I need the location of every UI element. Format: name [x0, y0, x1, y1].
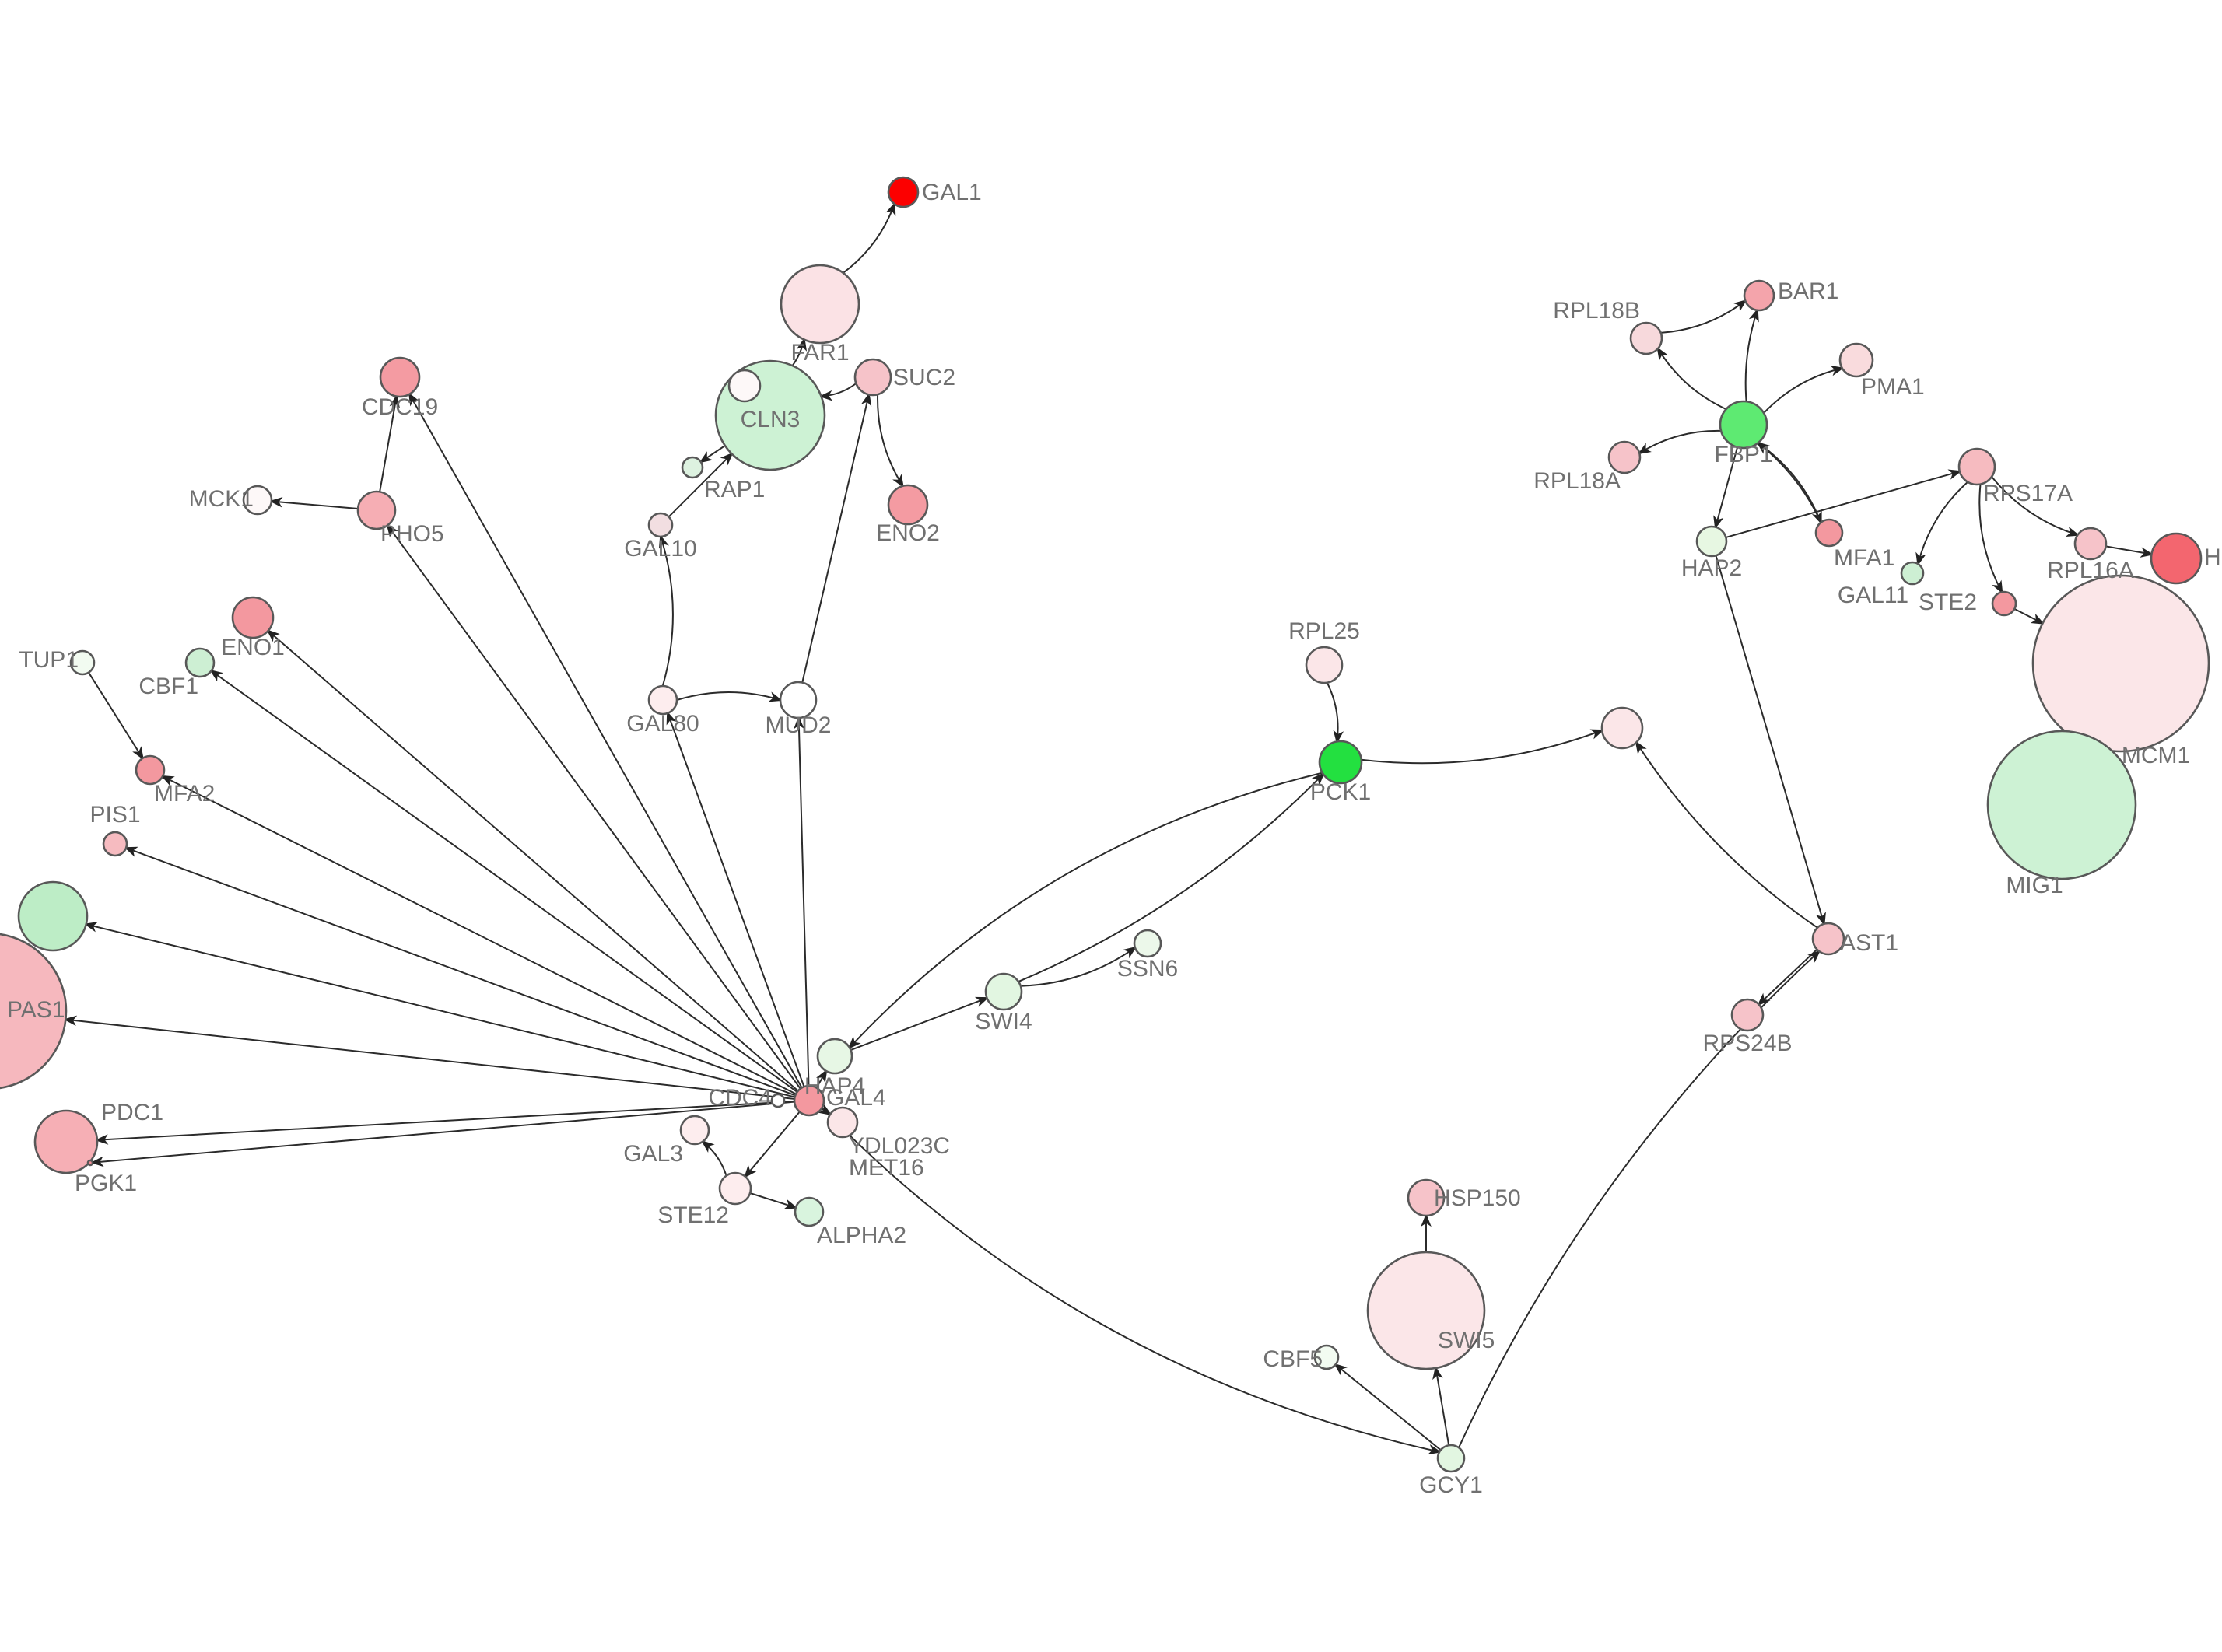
svg-text:MFA1: MFA1 — [1834, 545, 1894, 571]
svg-text:RPL25: RPL25 — [1288, 618, 1360, 644]
svg-text:FBP1: FBP1 — [1714, 442, 1772, 467]
svg-text:CLN3: CLN3 — [741, 407, 801, 432]
svg-text:MCK1: MCK1 — [189, 486, 254, 512]
svg-text:MIG1: MIG1 — [2006, 873, 2063, 898]
svg-text:MUD2: MUD2 — [765, 712, 831, 738]
svg-text:PGK1: PGK1 — [75, 1171, 137, 1196]
svg-text:STE2: STE2 — [1919, 590, 1977, 615]
svg-text:GAL4: GAL4 — [826, 1085, 886, 1111]
svg-text:ALPHA2: ALPHA2 — [817, 1223, 906, 1248]
svg-text:PHO5: PHO5 — [380, 521, 444, 547]
svg-text:GAL1: GAL1 — [922, 180, 982, 205]
svg-text:RPS24B: RPS24B — [1702, 1031, 1792, 1056]
svg-text:HSP150: HSP150 — [1434, 1185, 1521, 1211]
svg-text:PMA1: PMA1 — [1861, 374, 1925, 400]
svg-text:GAL80: GAL80 — [626, 711, 699, 737]
svg-text:PAS1: PAS1 — [7, 997, 65, 1023]
svg-text:SSN6: SSN6 — [1117, 956, 1178, 982]
svg-text:HIS4: HIS4 — [2204, 544, 2222, 570]
svg-text:TUP1: TUP1 — [19, 647, 79, 673]
svg-text:CBF1: CBF1 — [138, 674, 198, 699]
svg-text:GAL10: GAL10 — [624, 536, 696, 562]
svg-text:FAR1: FAR1 — [790, 340, 849, 366]
svg-text:PIS1: PIS1 — [89, 802, 140, 828]
svg-text:GAL3: GAL3 — [623, 1141, 683, 1167]
svg-text:CDC4: CDC4 — [708, 1085, 772, 1111]
svg-text:BAR1: BAR1 — [1778, 278, 1838, 304]
svg-text:SWI4: SWI4 — [975, 1009, 1032, 1034]
svg-text:MCM1: MCM1 — [2122, 743, 2190, 768]
svg-text:CDC19: CDC19 — [362, 394, 438, 420]
svg-text:RAP1: RAP1 — [704, 477, 765, 502]
svg-text:STE12: STE12 — [657, 1202, 729, 1228]
svg-text:SUC2: SUC2 — [893, 365, 955, 390]
svg-text:CBF5: CBF5 — [1263, 1346, 1323, 1372]
svg-text:ENO1: ENO1 — [221, 635, 285, 660]
svg-text:ENO2: ENO2 — [876, 520, 940, 546]
svg-text:PCK1: PCK1 — [1310, 779, 1371, 805]
svg-text:MET16: MET16 — [849, 1155, 924, 1181]
svg-text:RPS17A: RPS17A — [1983, 481, 2073, 506]
svg-text:AST1: AST1 — [1840, 930, 1898, 956]
svg-text:GAL11: GAL11 — [1838, 583, 1908, 608]
svg-text:MFA2: MFA2 — [154, 781, 215, 807]
svg-text:SWI5: SWI5 — [1438, 1328, 1495, 1353]
svg-text:RPL18A: RPL18A — [1533, 468, 1621, 494]
svg-text:HAP2: HAP2 — [1681, 555, 1742, 581]
svg-text:RPL16A: RPL16A — [2047, 558, 2134, 583]
svg-text:RPL18B: RPL18B — [1553, 298, 1640, 324]
svg-text:GCY1: GCY1 — [1419, 1472, 1483, 1498]
svg-text:PDC1: PDC1 — [101, 1100, 163, 1125]
